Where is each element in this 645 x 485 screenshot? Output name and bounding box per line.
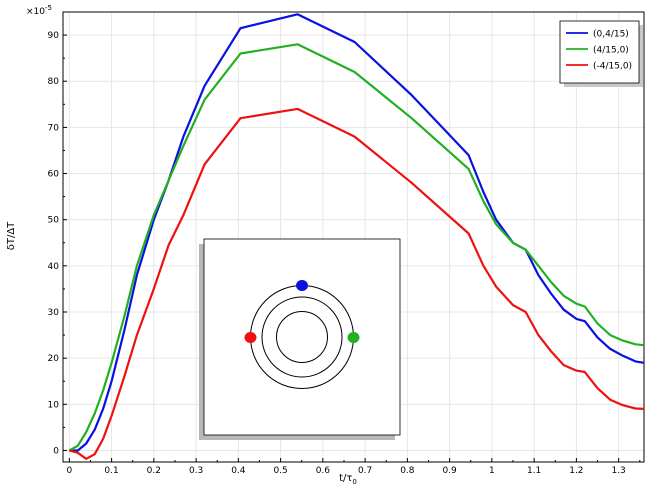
series-layer [68,13,645,460]
x-tick-label: 1.1 [527,466,541,476]
inset-box [203,238,401,436]
y-tick-label: 20 [48,354,60,364]
y-tick-label: 50 [48,216,60,226]
x-tick-label: 0.9 [442,466,457,476]
series-line-1 [69,13,645,452]
inner-circle [276,311,328,363]
y-tick-label: 10 [48,400,60,410]
x-tick-label: 0.2 [147,466,161,476]
x-tick-label: 0.4 [231,466,246,476]
x-tick-label: 0 [66,466,72,476]
x-tick-label: 0.1 [104,466,118,476]
y-tick-label: 40 [48,262,60,272]
series-line-3 [69,107,645,460]
legend-label: (-4/15,0) [593,62,632,72]
legend-box [559,20,640,84]
y-multiplier: ×10-5 [26,4,52,17]
x-tick-label: 0.7 [358,466,372,476]
y-tick-label: 90 [48,31,60,41]
x-tick-label: 0.3 [189,466,203,476]
red-probe-dot [244,332,257,343]
y-axis-label: δT/ΔT [6,221,17,250]
y-tick-label: 30 [48,308,60,318]
x-tick-label: 0.8 [400,466,415,476]
series-line-2 [68,43,645,452]
x-tick-label: 0.5 [273,466,287,476]
y-tick-label: 0 [53,446,59,456]
legend-label: (0,4/15) [593,30,629,40]
y-tick-label: 60 [48,170,60,180]
y-tick-label: 70 [48,123,60,133]
y-tick-label: 80 [48,77,60,87]
inset-diagram [199,238,401,440]
x-tick-label: 1.3 [611,466,625,476]
x-axis-label: t/τ0 [339,473,357,485]
legend-label: (4/15,0) [593,46,629,56]
x-tick-label: 1.2 [569,466,583,476]
green-probe-dot [347,332,360,343]
x-axis-label-subscript: 0 [352,478,356,485]
blue-probe-dot [296,280,308,291]
y-multiplier-exponent: -5 [45,4,52,12]
legend: (0,4/15) (4/15,0) (-4/15,0) [559,20,643,87]
middle-circle [261,296,343,378]
x-tick-label: 0.6 [316,466,331,476]
plot-area [62,11,645,463]
x-tick-label: 1 [489,466,495,476]
y-axis-ticks: 0 10 20 30 40 50 60 70 80 90 [48,31,67,456]
x-axis-ticks: 0 0.1 0.2 0.3 0.4 0.5 0.6 0.7 0.8 0.9 1 1.1 1.2 1.3 [66,458,641,476]
